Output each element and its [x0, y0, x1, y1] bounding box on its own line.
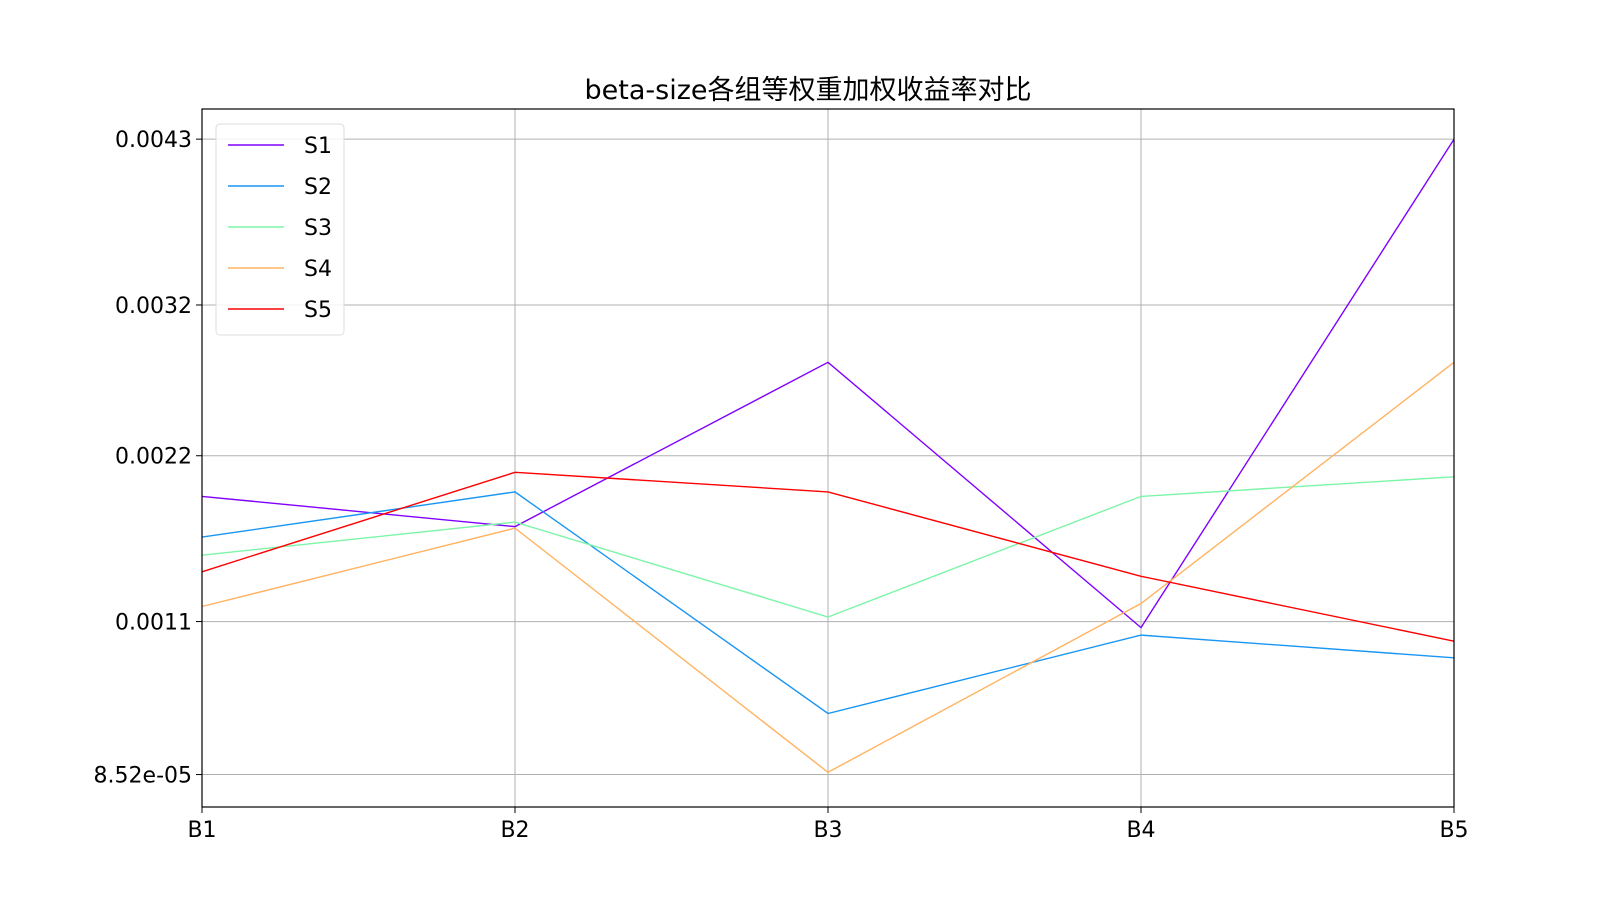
legend-label-s1: S1: [304, 134, 332, 159]
series-line-s5: [201, 471, 1455, 642]
x-tick-label: B5: [1439, 818, 1468, 843]
legend-box: [215, 123, 345, 336]
series-lines: [201, 138, 1455, 774]
legend-label-s4: S4: [304, 257, 332, 282]
legend: S1 S2 S3 S4 S5: [215, 123, 345, 336]
x-tick-label: B3: [813, 818, 842, 843]
legend-label-s3: S3: [304, 216, 332, 241]
axis-ticks: B1 B2 B3 B4 B5 8.52e-05 0.0011 0.0022 0.0032 0.00…: [94, 128, 1469, 843]
legend-label-s5: S5: [304, 298, 332, 323]
grid: [201, 109, 1455, 807]
y-tick-label: 0.0011: [115, 611, 192, 636]
y-tick-label: 0.0022: [115, 445, 192, 470]
x-tick-label: B4: [1126, 818, 1155, 843]
x-tick-label: B2: [500, 818, 529, 843]
series-line-s3: [201, 476, 1455, 618]
y-tick-label: 8.52e-05: [94, 764, 192, 789]
chart-title: beta-size各组等权重加权收益率对比: [585, 75, 1032, 106]
x-tick-label: B1: [187, 818, 216, 843]
series-line-s2: [201, 491, 1455, 715]
legend-label-s2: S2: [304, 175, 332, 200]
y-tick-label: 0.0043: [115, 128, 192, 153]
series-line-s1: [201, 138, 1455, 629]
series-line-s4: [201, 361, 1455, 774]
y-tick-label: 0.0032: [115, 294, 192, 319]
